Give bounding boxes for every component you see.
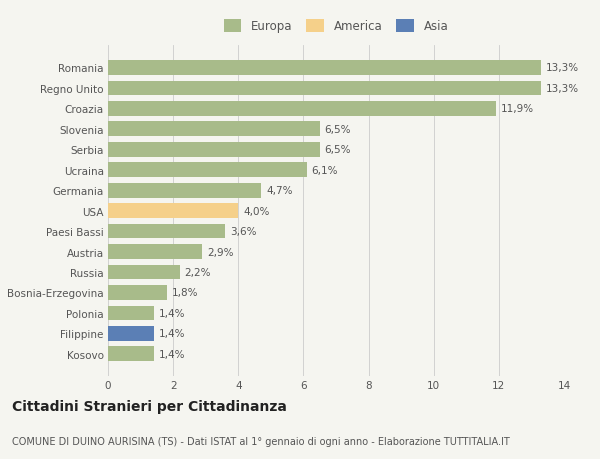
Text: 1,4%: 1,4% [158,349,185,359]
Text: 4,7%: 4,7% [266,186,292,196]
Bar [108,224,225,239]
Legend: Europa, America, Asia: Europa, America, Asia [224,20,448,34]
Bar [108,184,261,198]
Bar [108,347,154,361]
Text: 4,0%: 4,0% [243,206,269,216]
Text: 11,9%: 11,9% [500,104,533,114]
Bar [108,326,154,341]
Bar [108,61,541,76]
Text: Cittadini Stranieri per Cittadinanza: Cittadini Stranieri per Cittadinanza [12,399,287,413]
Text: 6,1%: 6,1% [311,165,338,175]
Text: 1,4%: 1,4% [158,329,185,339]
Bar [108,81,541,96]
Bar [108,245,202,259]
Bar [108,265,179,280]
Bar [108,285,167,300]
Bar [108,306,154,320]
Text: 13,3%: 13,3% [546,84,579,94]
Bar [108,143,320,157]
Text: 2,9%: 2,9% [208,247,234,257]
Bar [108,102,496,117]
Text: 6,5%: 6,5% [325,124,351,134]
Text: COMUNE DI DUINO AURISINA (TS) - Dati ISTAT al 1° gennaio di ogni anno - Elaboraz: COMUNE DI DUINO AURISINA (TS) - Dati IST… [12,436,510,446]
Text: 13,3%: 13,3% [546,63,579,73]
Text: 1,8%: 1,8% [172,288,198,298]
Text: 2,2%: 2,2% [185,268,211,277]
Bar [108,122,320,137]
Text: 6,5%: 6,5% [325,145,351,155]
Text: 3,6%: 3,6% [230,227,257,236]
Bar [108,163,307,178]
Text: 1,4%: 1,4% [158,308,185,318]
Bar [108,204,238,218]
